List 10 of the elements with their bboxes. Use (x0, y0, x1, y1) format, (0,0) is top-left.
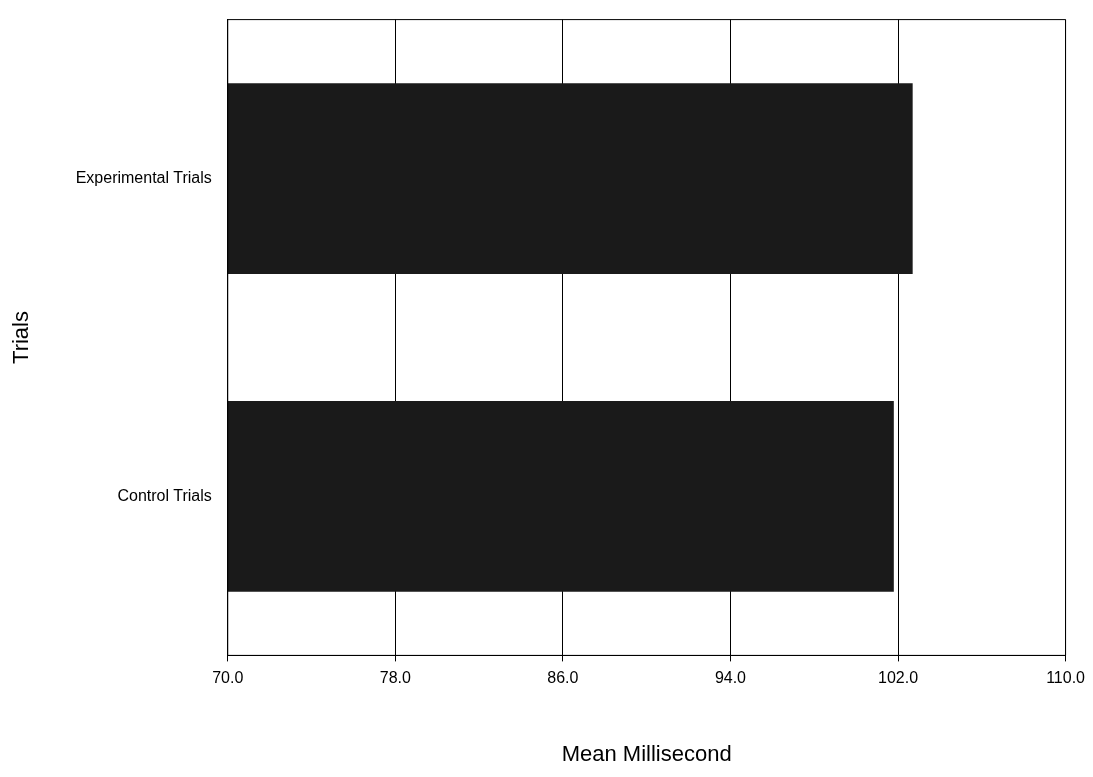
x-tick-label: 110.0 (1046, 669, 1086, 687)
x-tick-label: 78.0 (379, 669, 411, 687)
x-tick-label: 86.0 (547, 669, 579, 687)
y-axis-title: Trials (8, 311, 34, 364)
x-tick-label: 102.0 (877, 669, 919, 687)
x-tick-label: 94.0 (714, 669, 747, 687)
x-axis-title: Mean Millisecond (561, 740, 732, 766)
y-tick-label: Experimental Trials (75, 168, 212, 186)
x-tick-label: 70.0 (212, 669, 244, 687)
y-tick-label: Control Trials (117, 486, 212, 504)
